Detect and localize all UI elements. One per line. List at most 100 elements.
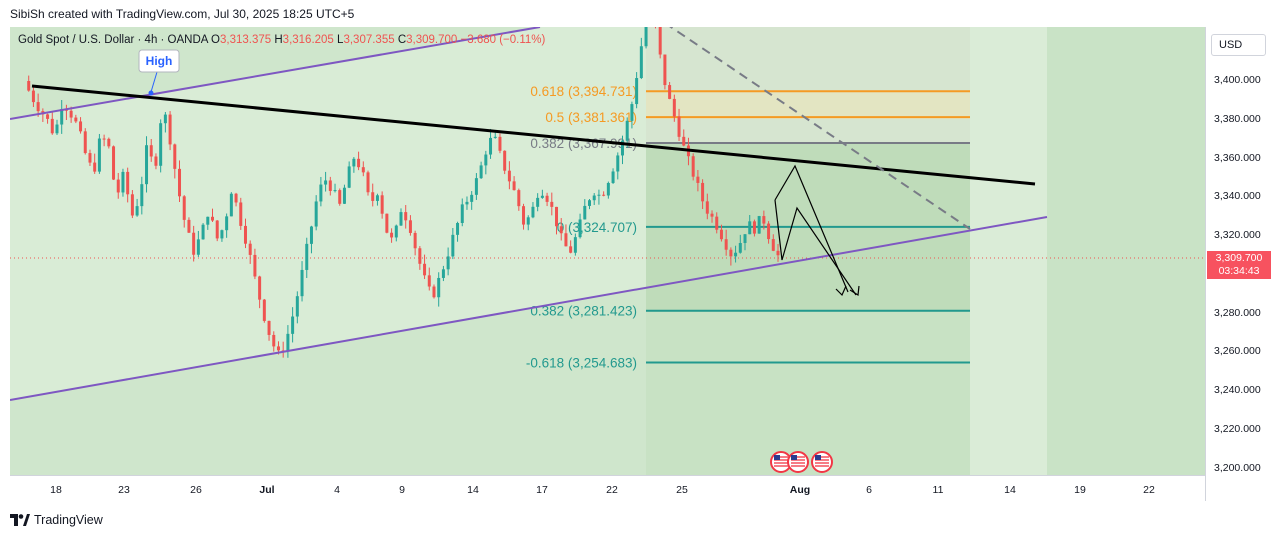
candle-body xyxy=(540,195,544,198)
candle-body xyxy=(357,158,361,168)
candle-body xyxy=(507,170,511,182)
candle-body xyxy=(272,334,276,347)
candle-body xyxy=(672,98,676,117)
candle-body xyxy=(630,104,634,121)
change-value: −3.680 (−0.11%) xyxy=(460,34,546,46)
candle-body xyxy=(682,136,686,146)
candle-body xyxy=(60,109,64,125)
candle-body xyxy=(31,90,35,103)
candle-body xyxy=(545,195,549,202)
candle-body xyxy=(489,137,493,155)
candle-body xyxy=(460,204,464,223)
candle-body xyxy=(493,136,497,138)
forecast-zone xyxy=(1047,27,1205,501)
candle-body xyxy=(658,27,662,55)
candle-body xyxy=(97,138,101,172)
candle-body xyxy=(611,171,615,183)
candle-body xyxy=(163,114,167,124)
light-highlight-zone xyxy=(970,27,1047,501)
close-label: C xyxy=(397,34,407,46)
current-price-badge: 3,309.700 03:34:43 xyxy=(1207,251,1271,279)
candle-body xyxy=(385,213,389,233)
brand[interactable]: TradingView xyxy=(10,513,103,527)
bar-countdown: 03:34:43 xyxy=(1218,265,1260,277)
candle-body xyxy=(668,85,672,99)
candle-body xyxy=(149,145,153,157)
candle-body xyxy=(333,190,337,192)
candle-body xyxy=(564,233,568,247)
economic-events[interactable] xyxy=(770,451,833,473)
candle-body xyxy=(771,239,775,251)
candle-body xyxy=(710,213,714,217)
candle-body xyxy=(286,333,290,352)
time-scale[interactable]: 18 23 26 Jul 4 9 14 17 22 25 Aug 6 11 14 19 22 xyxy=(10,475,1205,502)
time-tick-label: 14 xyxy=(467,484,479,496)
fib-zone-top xyxy=(646,27,970,142)
resistance-trendline[interactable] xyxy=(31,84,1036,186)
candle-body xyxy=(347,166,351,188)
candle-body xyxy=(159,123,163,166)
price-chart[interactable]: 0.618 (3,394.731) 0.5 (3,381.361) 0.382 (3… xyxy=(10,27,1205,501)
candle-body xyxy=(352,158,356,167)
high-label: H xyxy=(274,34,283,46)
candle-body xyxy=(404,212,408,221)
fib-level-label: 0.382 (3,281.423) xyxy=(530,304,637,319)
symbol-legend[interactable]: Gold Spot / U.S. Dollar · 4h · OANDA O 3,… xyxy=(18,34,545,46)
candle-body xyxy=(50,118,54,134)
time-tick-label: 26 xyxy=(190,484,202,496)
candle-body xyxy=(408,220,412,233)
candle-body xyxy=(27,81,31,91)
high-callout-box[interactable] xyxy=(138,49,180,73)
candle-body xyxy=(696,176,700,183)
currency-button[interactable]: USD xyxy=(1211,34,1266,56)
symbol-name: Gold Spot / U.S. Dollar · 4h · OANDA xyxy=(18,34,208,46)
candle-body xyxy=(441,269,445,278)
high-value: 3,316.205 xyxy=(282,34,334,46)
time-tick-label: 23 xyxy=(118,484,130,496)
time-tick-label: 19 xyxy=(1074,484,1086,496)
candle-body xyxy=(423,263,427,276)
candle-body xyxy=(46,114,50,119)
candle-body xyxy=(743,234,747,244)
candle-body xyxy=(602,194,606,196)
candle-body xyxy=(639,46,643,79)
flag-canton xyxy=(815,455,821,460)
candle-body xyxy=(79,121,83,132)
candlestick-series xyxy=(27,27,780,358)
candle-body xyxy=(569,246,573,253)
candle-body xyxy=(243,225,247,244)
candle-body xyxy=(446,256,450,270)
channel-upper-line[interactable] xyxy=(10,27,541,120)
candle-body xyxy=(253,254,257,277)
high-callout-pointer xyxy=(150,71,158,93)
candle-body xyxy=(168,114,172,145)
chart-area[interactable]: 0.618 (3,394.731) 0.5 (3,381.361) 0.382 (3… xyxy=(10,27,1205,501)
candle-body xyxy=(130,194,134,216)
candle-body xyxy=(192,232,196,255)
candle-body xyxy=(606,182,610,196)
candle-body xyxy=(154,156,158,166)
projection-path-1[interactable] xyxy=(774,164,849,293)
candle-body xyxy=(762,216,766,224)
candle-body xyxy=(314,201,318,227)
dashed-trendline[interactable] xyxy=(665,27,971,230)
candle-body xyxy=(437,277,441,298)
candle-body xyxy=(74,117,78,122)
candle-body xyxy=(291,316,295,334)
channel-lower-line[interactable] xyxy=(10,216,1048,401)
candle-body xyxy=(635,78,639,105)
candle-body xyxy=(394,225,398,238)
candle-body xyxy=(229,193,233,217)
candle-body xyxy=(88,153,92,163)
time-tick-label: 4 xyxy=(334,484,340,496)
candle-body xyxy=(620,140,624,156)
price-scale[interactable]: USD 3,400.000 3,380.000 3,360.000 3,340.000… xyxy=(1205,27,1272,501)
price-tick-label: 3,320.000 xyxy=(1214,229,1261,241)
candle-body xyxy=(757,216,761,234)
flag-canton xyxy=(774,455,780,460)
fib-retracement[interactable]: 0.618 (3,394.731) 0.5 (3,381.361) 0.382 (3… xyxy=(526,84,970,371)
projection-path-2[interactable] xyxy=(774,199,857,296)
open-label: O xyxy=(211,34,220,46)
fib-level-label: -0.618 (3,254.683) xyxy=(526,356,637,371)
candle-body xyxy=(361,167,365,173)
